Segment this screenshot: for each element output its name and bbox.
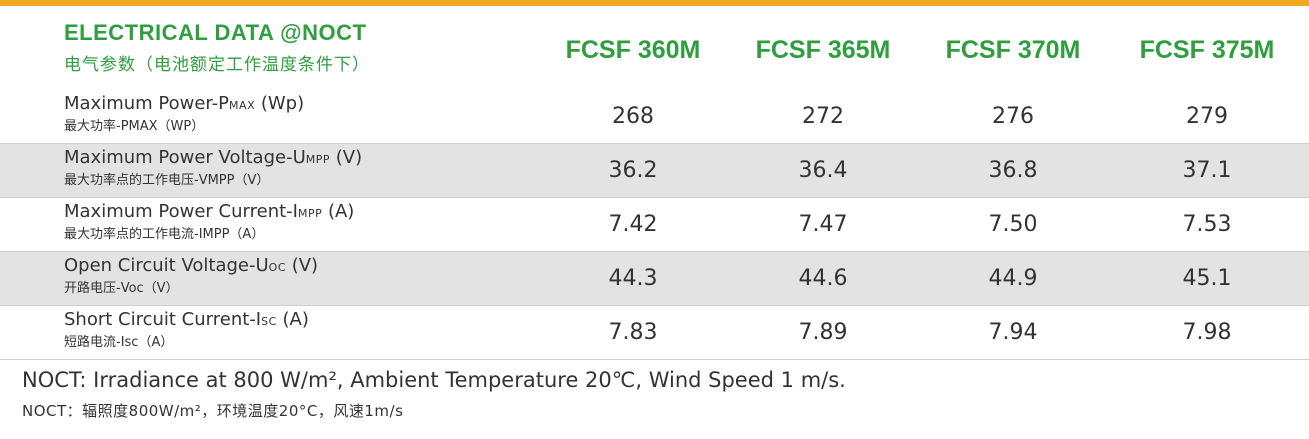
value-cell: 45.1 (1182, 266, 1232, 291)
param-text: Maximum Power Current-I (64, 201, 298, 222)
param-unit: (A) (322, 201, 355, 222)
electrical-data-table: Maximum Power-PMAX (Wp) 最大功率-PMAX（WP） 26… (0, 90, 1309, 360)
param-subscript: MPP (305, 153, 331, 166)
param-name-en: Open Circuit Voltage-UOC (V) (64, 255, 318, 276)
value-cell: 268 (612, 104, 654, 129)
param-subscript: MAX (229, 99, 256, 112)
table-row-open-circuit-voltage: Open Circuit Voltage-UOC (V) 开路电压-Voc（V）… (0, 252, 1309, 306)
param-unit: (V) (286, 255, 319, 276)
param-unit: (Wp) (255, 93, 305, 114)
value-cell: 7.89 (798, 320, 848, 345)
value-cell: 7.42 (608, 212, 658, 237)
table-row-max-power-voltage: Maximum Power Voltage-UMPP (V) 最大功率点的工作电… (0, 144, 1309, 198)
param-text: Open Circuit Voltage-U (64, 255, 269, 276)
param-label: Maximum Power Voltage-UMPP (V) 最大功率点的工作电… (64, 147, 362, 188)
value-cell: 7.53 (1182, 212, 1232, 237)
noct-note-en: NOCT: Irradiance at 800 W/m², Ambient Te… (22, 368, 846, 392)
model-header-365m: FCSF 365M (755, 36, 891, 64)
param-name-en: Short Circuit Current-ISC (A) (64, 309, 309, 330)
value-cell: 37.1 (1182, 158, 1232, 183)
param-name-cn: 开路电压-Voc（V） (64, 281, 179, 296)
table-row-max-power-current: Maximum Power Current-IMPP (A) 最大功率点的工作电… (0, 198, 1309, 252)
model-header-370m: FCSF 370M (945, 36, 1081, 64)
param-name-en: Maximum Power-PMAX (Wp) (64, 93, 304, 114)
param-name-en: Maximum Power Current-IMPP (A) (64, 201, 354, 222)
header-title: ELECTRICAL DATA @NOCT (64, 20, 367, 45)
value-cell: 7.83 (608, 320, 658, 345)
value-cell: 36.4 (798, 158, 848, 183)
param-subscript: SC (261, 315, 277, 328)
value-cell: 7.94 (988, 320, 1038, 345)
value-cell: 272 (802, 104, 844, 129)
table-row-max-power: Maximum Power-PMAX (Wp) 最大功率-PMAX（WP） 26… (0, 90, 1309, 144)
top-accent-bar (0, 0, 1309, 6)
param-subscript: MPP (297, 207, 323, 220)
value-cell: 279 (1186, 104, 1228, 129)
param-text: Maximum Power-P (64, 93, 230, 114)
param-text: Maximum Power Voltage-U (64, 147, 306, 168)
model-header-375m: FCSF 375M (1139, 36, 1275, 64)
value-cell: 36.8 (988, 158, 1038, 183)
param-name-cn: 最大功率点的工作电流-IMPP（A） (64, 227, 265, 242)
value-cell: 36.2 (608, 158, 658, 183)
param-name-cn: 最大功率-PMAX（WP） (64, 119, 205, 134)
param-label: Maximum Power Current-IMPP (A) 最大功率点的工作电… (64, 201, 354, 242)
param-label: Maximum Power-PMAX (Wp) 最大功率-PMAX（WP） (64, 93, 304, 134)
value-cell: 7.47 (798, 212, 848, 237)
param-unit: (V) (330, 147, 363, 168)
param-label: Short Circuit Current-ISC (A) 短路电流-Isc（A… (64, 309, 309, 350)
value-cell: 276 (992, 104, 1034, 129)
value-cell: 44.3 (608, 266, 658, 291)
param-name-cn: 短路电流-Isc（A） (64, 335, 174, 350)
table-row-short-circuit-current: Short Circuit Current-ISC (A) 短路电流-Isc（A… (0, 306, 1309, 360)
header-subtitle-cn: 电气参数（电池额定工作温度条件下） (64, 55, 370, 75)
value-cell: 44.6 (798, 266, 848, 291)
param-subscript: OC (268, 261, 286, 274)
value-cell: 7.50 (988, 212, 1038, 237)
param-name-cn: 最大功率点的工作电压-VMPP（V） (64, 173, 270, 188)
param-text: Short Circuit Current-I (64, 309, 262, 330)
value-cell: 7.98 (1182, 320, 1232, 345)
table-header: ELECTRICAL DATA @NOCT 电气参数（电池额定工作温度条件下） … (0, 6, 1309, 90)
param-name-en: Maximum Power Voltage-UMPP (V) (64, 147, 362, 168)
noct-note-cn: NOCT：辐照度800W/m²，环境温度20°C，风速1m/s (22, 402, 404, 420)
param-unit: (A) (276, 309, 309, 330)
model-header-360m: FCSF 360M (565, 36, 701, 64)
value-cell: 44.9 (988, 266, 1038, 291)
param-label: Open Circuit Voltage-UOC (V) 开路电压-Voc（V） (64, 255, 318, 296)
